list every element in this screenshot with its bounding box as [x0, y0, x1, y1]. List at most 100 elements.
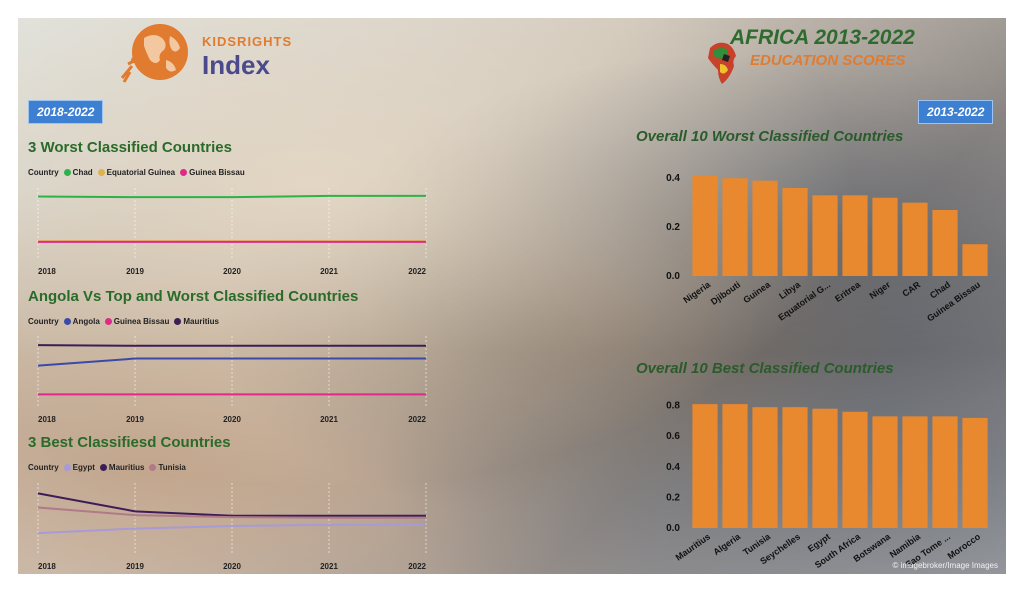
line-chart-best3: 2018 2019 2020 2021 2022	[37, 483, 427, 571]
x-category-label: Chad	[928, 279, 952, 300]
bar-seychelles	[782, 407, 808, 528]
series-line-egypt	[37, 523, 426, 535]
x-tick-label: 2020	[223, 267, 241, 276]
x-tick-label: 2019	[126, 415, 144, 424]
chart-title-angola: Angola Vs Top and Worst Classified Count…	[28, 288, 359, 305]
x-category-label: Djibouti	[709, 279, 742, 306]
y-tick-label: 0.6	[666, 431, 680, 442]
legend-dot-icon	[99, 464, 107, 471]
legend-item: Chad	[63, 168, 93, 177]
chart-title-best3: 3 Best Classifiesd Countries	[28, 434, 231, 451]
bar-djibouti	[722, 178, 748, 276]
legend-series-name: Angola	[72, 317, 100, 326]
kidsrights-globe-logo-icon	[120, 24, 188, 83]
bar-morocco	[962, 417, 988, 528]
legend-series-name: Equatorial Guinea	[106, 168, 176, 177]
legend-item: Mauritius	[99, 463, 145, 472]
x-category-label: Eritrea	[833, 279, 863, 304]
bar-car	[902, 202, 928, 276]
bar-namibia	[902, 416, 928, 528]
y-tick-label: 0.4	[666, 462, 680, 473]
x-tick-label: 2022	[408, 562, 426, 571]
y-tick-label: 0.2	[666, 492, 680, 503]
y-tick-label: 0.4	[666, 173, 680, 184]
legend-item: Mauritius	[174, 317, 219, 326]
y-tick-label: 0.8	[666, 401, 680, 412]
bar-libya	[782, 188, 808, 276]
x-category-label: CAR	[900, 279, 922, 299]
x-tick-label: 2020	[223, 562, 241, 571]
bar-egypt	[812, 408, 838, 528]
legend-series-name: Guinea Bissau	[113, 317, 170, 326]
legend-series-name: Mauritius	[108, 463, 145, 472]
y-tick-label: 0.0	[666, 271, 680, 282]
logo-text-kidsrights: KIDSRIGHTS	[202, 34, 293, 49]
bar-nigeria	[692, 175, 718, 276]
legend-dot-icon	[97, 169, 105, 176]
bar-chad	[932, 210, 958, 276]
legend-series-name: Guinea Bissau	[189, 168, 245, 177]
legend-label: Country	[28, 168, 59, 177]
x-category-label: Mauritius	[674, 531, 713, 562]
legend-item: Equatorial Guinea	[97, 168, 176, 177]
logo-text-index: Index	[202, 50, 270, 80]
x-tick-label: 2022	[408, 415, 426, 424]
legend-series-name: Chad	[72, 168, 93, 177]
africa-map-icon	[708, 42, 736, 84]
legend-label: Country	[28, 317, 59, 326]
chart-title-worst3: 3 Worst Classified Countries	[28, 139, 232, 156]
legend-dot-icon	[63, 169, 71, 176]
legend-series-name: Egypt	[72, 463, 95, 472]
bar-sao-tome-	[932, 416, 958, 528]
series-line-mauritius	[37, 492, 426, 517]
legend-item: Tunisia	[149, 463, 186, 472]
dashboard-canvas: KIDSRIGHTS Index AFRICA 2013-2022 EDUCAT…	[18, 18, 1006, 574]
legend-dot-icon	[63, 464, 71, 471]
x-tick-label: 2018	[38, 562, 56, 571]
legend-series-name: Mauritius	[183, 317, 219, 326]
x-tick-label: 2019	[126, 562, 144, 571]
legend-item: Guinea Bissau	[180, 168, 245, 177]
legend-dot-icon	[63, 318, 71, 325]
main-subtitle: EDUCATION SCORES	[750, 52, 906, 69]
x-category-label: Niger	[868, 279, 893, 301]
legend-dot-icon	[174, 318, 182, 325]
x-tick-label: 2020	[223, 415, 241, 424]
image-credit: © imagebroker/Image Images	[892, 561, 999, 570]
bar-equatorial-g-	[812, 195, 838, 276]
x-category-label: Equatorial G...	[776, 279, 832, 322]
bar-guinea	[752, 180, 778, 276]
bar-guinea-bissau	[962, 244, 988, 276]
chart-title-worst10: Overall 10 Worst Classified Countries	[636, 128, 904, 145]
chart-title-best10: Overall 10 Best Classified Countries	[636, 360, 894, 377]
legend-dot-icon	[104, 318, 112, 325]
bar-botswana	[872, 416, 898, 528]
series-line-angola	[37, 357, 426, 367]
bar-niger	[872, 197, 898, 276]
line-chart-angola: 2018 2019 2020 2021 2022	[37, 336, 427, 424]
legend-worst3: Country Chad Equatorial Guinea Guinea Bissa…	[28, 168, 245, 177]
x-tick-label: 2021	[320, 562, 338, 571]
x-tick-label: 2019	[126, 267, 144, 276]
series-line-mauritius	[37, 344, 426, 347]
series-line-chad	[37, 194, 426, 199]
y-tick-label: 0.2	[666, 222, 680, 233]
bar-south-africa	[842, 411, 868, 528]
legend-item: Guinea Bissau	[104, 317, 170, 326]
legend-best3: Country Egypt Mauritius Tunisia	[28, 463, 186, 472]
bar-eritrea	[842, 195, 868, 276]
x-tick-label: 2018	[38, 415, 56, 424]
period-badge-left: 2018-2022	[28, 100, 104, 124]
legend-label: Country	[28, 463, 59, 472]
legend-dot-icon	[180, 169, 188, 176]
legend-dot-icon	[149, 464, 157, 471]
bar-tunisia	[752, 407, 778, 528]
x-tick-label: 2021	[320, 267, 338, 276]
legend-angola: Country Angola Guinea Bissau Mauritius	[28, 317, 219, 326]
x-tick-label: 2022	[408, 267, 426, 276]
x-category-label: Morocco	[946, 531, 983, 561]
legend-series-name: Tunisia	[158, 463, 186, 472]
x-category-label: Algeria	[711, 531, 743, 557]
